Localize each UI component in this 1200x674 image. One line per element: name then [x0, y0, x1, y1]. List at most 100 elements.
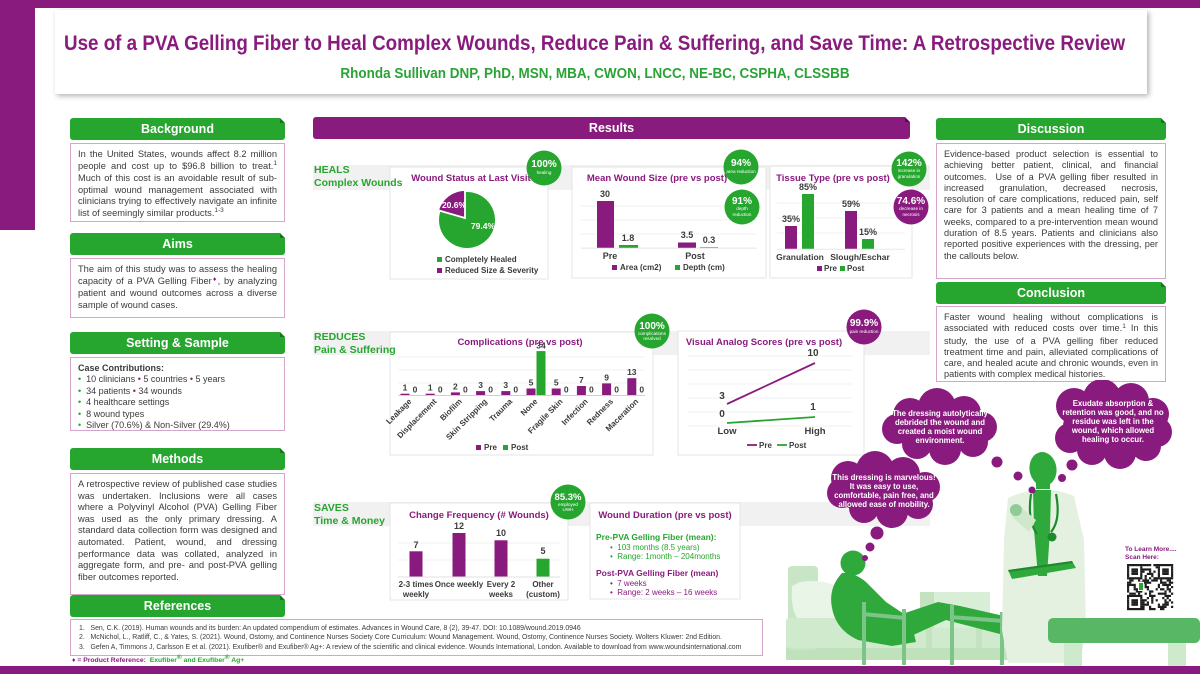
- svg-text:12: 12: [454, 521, 464, 531]
- svg-text:3: 3: [719, 391, 725, 402]
- svg-text:0: 0: [463, 385, 468, 395]
- svg-text:retention was good, and no: retention was good, and no: [1062, 408, 1164, 417]
- svg-text:10: 10: [496, 528, 506, 538]
- svg-text:Complications (pre vs post): Complications (pre vs post): [457, 337, 582, 348]
- svg-text:Wound Duration (pre vs post): Wound Duration (pre vs post): [598, 510, 731, 521]
- svg-text:1.8: 1.8: [622, 233, 635, 243]
- svg-text:Pre: Pre: [603, 251, 618, 261]
- svg-text:Other: Other: [532, 580, 553, 589]
- svg-text:Pre-PVA Gelling Fiber (mean):: Pre-PVA Gelling Fiber (mean):: [596, 532, 717, 542]
- svg-text:1: 1: [810, 402, 816, 413]
- svg-text:Post: Post: [847, 264, 865, 273]
- svg-text:0: 0: [488, 385, 493, 395]
- svg-text:74.6%: 74.6%: [897, 196, 925, 207]
- svg-text:The dressing autolytically: The dressing autolytically: [892, 409, 988, 418]
- svg-text:0: 0: [614, 385, 619, 395]
- svg-text:increase in: increase in: [898, 168, 921, 173]
- svg-text:7: 7: [579, 375, 584, 385]
- svg-text:0.3: 0.3: [703, 235, 716, 245]
- svg-text:• Range: 2 weeks – 16 weeks: • Range: 2 weeks – 16 weeks: [610, 588, 717, 597]
- svg-text:15%: 15%: [859, 227, 877, 237]
- svg-text:3.5: 3.5: [681, 230, 694, 240]
- svg-text:5: 5: [540, 546, 545, 556]
- svg-text:59%: 59%: [842, 199, 860, 209]
- svg-text:Post: Post: [511, 443, 529, 452]
- svg-text:9: 9: [604, 372, 609, 382]
- svg-text:Wound Status at Last Visit: Wound Status at Last Visit: [411, 173, 531, 184]
- svg-text:79.4%: 79.4%: [471, 221, 496, 231]
- svg-text:2-3 times: 2-3 times: [399, 580, 434, 589]
- svg-text:100%: 100%: [639, 321, 665, 332]
- svg-text:Mean Wound Size (pre vs post): Mean Wound Size (pre vs post): [587, 173, 727, 184]
- svg-text:Pre: Pre: [484, 443, 497, 452]
- svg-text:3: 3: [503, 380, 508, 390]
- svg-text:35%: 35%: [782, 214, 800, 224]
- svg-text:Pre: Pre: [824, 264, 837, 273]
- svg-text:Every 2: Every 2: [487, 580, 516, 589]
- svg-text:(custom): (custom): [526, 590, 560, 599]
- svg-text:Once weekly: Once weekly: [435, 580, 484, 589]
- svg-text:Slough/Eschar: Slough/Eschar: [830, 252, 890, 262]
- svg-text:residue was left in the: residue was left in the: [1072, 417, 1154, 426]
- svg-text:Tissue Type (pre vs post): Tissue Type (pre vs post): [776, 173, 890, 184]
- svg-text:34: 34: [536, 341, 546, 351]
- svg-text:0: 0: [589, 385, 594, 395]
- svg-text:0: 0: [564, 385, 569, 395]
- svg-text:Reduced Size & Severity: Reduced Size & Severity: [445, 266, 539, 275]
- svg-text:142%: 142%: [896, 158, 922, 169]
- svg-text:healing to occur.: healing to occur.: [1082, 435, 1144, 444]
- svg-text:3: 3: [478, 380, 483, 390]
- svg-text:2: 2: [453, 381, 458, 391]
- svg-text:30: 30: [600, 189, 610, 199]
- svg-text:decrease in: decrease in: [899, 206, 923, 211]
- svg-text:debrided the wound and: debrided the wound and: [895, 418, 985, 427]
- svg-text:Low: Low: [718, 426, 738, 437]
- svg-text:Area (cm2): Area (cm2): [620, 263, 662, 272]
- svg-text:1: 1: [403, 383, 408, 393]
- svg-text:Change Frequency (# Wounds): Change Frequency (# Wounds): [409, 510, 549, 521]
- svg-text:0: 0: [513, 385, 518, 395]
- svg-text:weekly: weekly: [402, 590, 430, 599]
- svg-text:Exudate absorption &: Exudate absorption &: [1073, 399, 1154, 408]
- svg-text:Depth (cm): Depth (cm): [683, 263, 725, 272]
- svg-text:7: 7: [413, 540, 418, 550]
- svg-text:area reduction: area reduction: [726, 169, 756, 174]
- svg-text:environment.: environment.: [916, 436, 965, 445]
- svg-text:1: 1: [428, 383, 433, 393]
- svg-text:Completely Healed: Completely Healed: [445, 255, 517, 264]
- svg-text:High: High: [804, 426, 825, 437]
- svg-text:0: 0: [719, 409, 725, 420]
- svg-text:allowed ease of mobility.: allowed ease of mobility.: [838, 500, 929, 509]
- svg-text:85%: 85%: [799, 182, 817, 192]
- svg-text:20.6%: 20.6%: [442, 200, 467, 210]
- svg-text:comfortable, pain free, and: comfortable, pain free, and: [834, 491, 934, 500]
- svg-text:• Range: 1month – 204months: • Range: 1month – 204months: [610, 552, 720, 561]
- svg-text:99.9%: 99.9%: [850, 318, 878, 329]
- svg-text:13: 13: [627, 367, 637, 377]
- svg-text:100%: 100%: [531, 159, 557, 170]
- svg-text:weeks: weeks: [488, 590, 514, 599]
- svg-text:Post: Post: [789, 441, 807, 450]
- svg-text:depth: depth: [736, 206, 748, 211]
- svg-text:pain reduction: pain reduction: [850, 329, 879, 334]
- svg-text:0: 0: [413, 385, 418, 395]
- svg-text:Post: Post: [685, 251, 705, 261]
- svg-text:reduction: reduction: [733, 212, 752, 217]
- svg-text:• 103 months (8.5 years): • 103 months (8.5 years): [610, 543, 700, 552]
- svg-text:85.3%: 85.3%: [555, 492, 582, 503]
- svg-text:10: 10: [807, 348, 819, 359]
- svg-text:complications: complications: [638, 331, 667, 336]
- svg-text:created a moist wound: created a moist wound: [898, 427, 983, 436]
- svg-text:Pre: Pre: [759, 441, 772, 450]
- svg-text:94%: 94%: [731, 158, 751, 169]
- svg-text:This dressing is marvelous!: This dressing is marvelous!: [832, 473, 935, 482]
- svg-text:0: 0: [639, 385, 644, 395]
- svg-text:91%: 91%: [732, 196, 752, 207]
- svg-text:granulation: granulation: [898, 174, 921, 179]
- svg-text:0: 0: [438, 385, 443, 395]
- svg-text:Visual Analog Scores (pre vs p: Visual Analog Scores (pre vs post): [686, 337, 842, 348]
- svg-text:It was easy to use,: It was easy to use,: [850, 482, 918, 491]
- svg-text:resolved: resolved: [643, 336, 661, 341]
- svg-text:employed: employed: [558, 502, 578, 507]
- svg-text:5: 5: [554, 378, 559, 388]
